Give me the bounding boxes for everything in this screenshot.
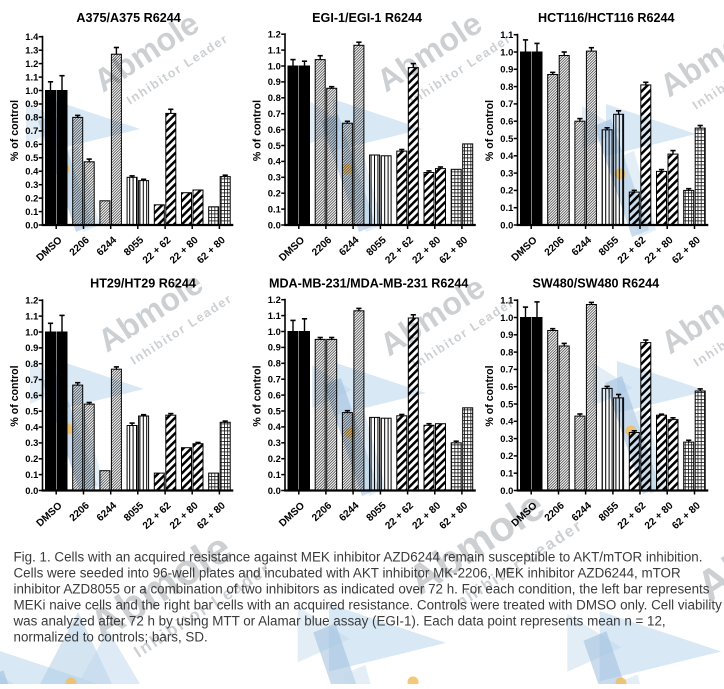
svg-text:0.7: 0.7 <box>268 374 281 385</box>
svg-text:0.7: 0.7 <box>25 125 38 136</box>
svg-text:SW480/SW480 R6244: SW480/SW480 R6244 <box>532 277 659 291</box>
svg-text:1.3: 1.3 <box>25 45 38 56</box>
svg-text:1.4: 1.4 <box>25 31 39 42</box>
svg-text:1.2: 1.2 <box>268 29 281 40</box>
svg-text:0.1: 0.1 <box>500 468 513 479</box>
svg-text:normalized to controls; bars,: normalized to controls; bars, SD. <box>14 630 208 645</box>
svg-text:0.9: 0.9 <box>268 342 281 353</box>
svg-text:inhibitor AZD8055 or a combina: inhibitor AZD8055 or a combination of tw… <box>14 582 710 597</box>
svg-text:1.0: 1.0 <box>25 85 38 96</box>
svg-text:0.9: 0.9 <box>500 64 513 75</box>
svg-text:0.9: 0.9 <box>25 98 38 109</box>
svg-text:0.7: 0.7 <box>500 98 513 109</box>
svg-text:0.6: 0.6 <box>500 381 513 392</box>
svg-text:% of control: % of control <box>9 365 21 426</box>
svg-text:Fig. 1. Cells with an acquired: Fig. 1. Cells with an acquired resistanc… <box>14 550 703 565</box>
svg-text:0.1: 0.1 <box>25 469 38 480</box>
svg-text:0.8: 0.8 <box>25 358 38 369</box>
svg-text:0.4: 0.4 <box>268 156 282 167</box>
svg-text:0.6: 0.6 <box>268 389 281 400</box>
svg-text:0.5: 0.5 <box>268 140 281 151</box>
svg-text:0.6: 0.6 <box>25 139 38 150</box>
svg-text:0.1: 0.1 <box>500 202 513 213</box>
svg-text:0.7: 0.7 <box>25 374 38 385</box>
svg-text:0.0: 0.0 <box>500 485 513 496</box>
svg-text:1.0: 1.0 <box>25 326 38 337</box>
svg-text:0.3: 0.3 <box>268 437 281 448</box>
svg-text:0.5: 0.5 <box>25 152 38 163</box>
svg-text:0.8: 0.8 <box>268 358 281 369</box>
svg-text:0.4: 0.4 <box>25 421 39 432</box>
svg-text:0.0: 0.0 <box>500 219 513 230</box>
svg-text:0.9: 0.9 <box>25 342 38 353</box>
svg-text:1.2: 1.2 <box>25 295 38 306</box>
svg-text:0.5: 0.5 <box>500 398 513 409</box>
svg-text:0.2: 0.2 <box>25 453 38 464</box>
svg-text:% of control: % of control <box>484 365 496 426</box>
svg-text:0.2: 0.2 <box>25 192 38 203</box>
svg-text:0.1: 0.1 <box>268 203 281 214</box>
svg-text:0.4: 0.4 <box>500 150 514 161</box>
svg-text:0.3: 0.3 <box>500 433 513 444</box>
svg-text:0.0: 0.0 <box>25 219 38 230</box>
svg-text:0.3: 0.3 <box>25 437 38 448</box>
svg-text:1.1: 1.1 <box>500 295 513 306</box>
svg-text:0.4: 0.4 <box>268 421 282 432</box>
svg-text:0.7: 0.7 <box>268 108 281 119</box>
svg-text:MEKi naive cells and the right: MEKi naive cells and the right bar cells… <box>14 598 723 613</box>
svg-text:HCT116/HCT116 R6244: HCT116/HCT116 R6244 <box>538 11 675 25</box>
svg-text:0.8: 0.8 <box>500 81 513 92</box>
svg-text:1.0: 1.0 <box>500 46 513 57</box>
svg-text:0.7: 0.7 <box>500 364 513 375</box>
svg-text:0.2: 0.2 <box>268 188 281 199</box>
svg-text:0.3: 0.3 <box>25 179 38 190</box>
svg-text:0.3: 0.3 <box>268 172 281 183</box>
svg-text:HT29/HT29 R6244: HT29/HT29 R6244 <box>90 277 196 291</box>
svg-text:0.6: 0.6 <box>500 116 513 127</box>
svg-text:1.0: 1.0 <box>268 326 281 337</box>
svg-text:0.4: 0.4 <box>500 416 514 427</box>
svg-text:1.0: 1.0 <box>500 312 513 323</box>
svg-text:% of control: % of control <box>252 365 264 426</box>
svg-text:0.3: 0.3 <box>500 167 513 178</box>
svg-text:1.2: 1.2 <box>25 58 38 69</box>
svg-text:0.1: 0.1 <box>25 206 38 217</box>
svg-text:MDA-MB-231/MDA-MB-231 R6244: MDA-MB-231/MDA-MB-231 R6244 <box>269 277 468 291</box>
svg-text:0.8: 0.8 <box>268 92 281 103</box>
svg-text:0.2: 0.2 <box>500 185 513 196</box>
svg-text:0.5: 0.5 <box>25 406 38 417</box>
svg-text:0.1: 0.1 <box>268 469 281 480</box>
svg-text:0.9: 0.9 <box>500 329 513 340</box>
svg-text:0.5: 0.5 <box>500 133 513 144</box>
svg-text:1.2: 1.2 <box>268 294 281 305</box>
svg-text:1.1: 1.1 <box>500 29 513 40</box>
svg-text:0.0: 0.0 <box>268 219 281 230</box>
svg-text:0.2: 0.2 <box>268 453 281 464</box>
svg-text:0.4: 0.4 <box>25 166 39 177</box>
svg-text:Cells were seeded into 96-well: Cells were seeded into 96-well plates an… <box>14 566 681 581</box>
svg-text:0.6: 0.6 <box>25 390 38 401</box>
svg-text:was analyzed after 72 h by usi: was analyzed after 72 h by using MTT or … <box>13 614 666 629</box>
svg-text:0.0: 0.0 <box>268 485 281 496</box>
svg-text:% of control: % of control <box>252 100 264 161</box>
svg-text:1.1: 1.1 <box>25 310 38 321</box>
svg-text:1.1: 1.1 <box>268 310 281 321</box>
svg-text:A375/A375 R6244: A375/A375 R6244 <box>76 11 180 25</box>
svg-text:0.6: 0.6 <box>268 124 281 135</box>
svg-text:0.5: 0.5 <box>268 405 281 416</box>
svg-text:0.9: 0.9 <box>268 76 281 87</box>
svg-text:% of control: % of control <box>9 100 21 161</box>
svg-text:% of control: % of control <box>484 100 496 161</box>
svg-text:1.1: 1.1 <box>25 71 38 82</box>
svg-text:EGI-1/EGI-1 R6244: EGI-1/EGI-1 R6244 <box>312 11 422 25</box>
svg-text:0.2: 0.2 <box>500 450 513 461</box>
svg-text:0.8: 0.8 <box>25 112 38 123</box>
svg-text:0.8: 0.8 <box>500 346 513 357</box>
svg-text:1.0: 1.0 <box>268 60 281 71</box>
svg-text:0.0: 0.0 <box>25 485 38 496</box>
svg-text:1.1: 1.1 <box>268 44 281 55</box>
